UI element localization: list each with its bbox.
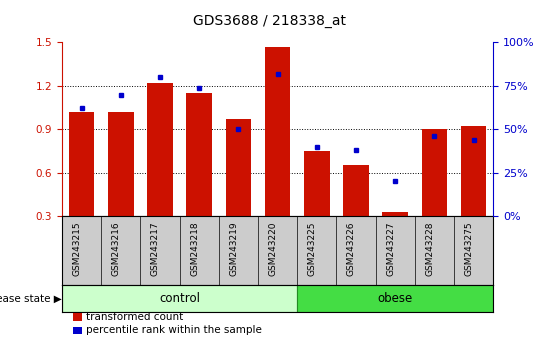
Bar bbox=[62, 285, 297, 312]
Bar bbox=[265, 47, 291, 216]
Text: GSM243275: GSM243275 bbox=[465, 222, 474, 276]
Bar bbox=[343, 165, 369, 216]
Text: GSM243227: GSM243227 bbox=[386, 222, 395, 276]
Bar bbox=[69, 112, 94, 216]
Text: GSM243215: GSM243215 bbox=[73, 222, 81, 276]
Bar bbox=[108, 112, 134, 216]
Text: GSM243218: GSM243218 bbox=[190, 222, 199, 276]
Text: GSM243217: GSM243217 bbox=[151, 222, 160, 276]
Text: GDS3688 / 218338_at: GDS3688 / 218338_at bbox=[193, 14, 346, 28]
Text: control: control bbox=[159, 292, 200, 305]
Text: GSM243219: GSM243219 bbox=[230, 222, 238, 276]
Bar bbox=[421, 129, 447, 216]
Text: obese: obese bbox=[377, 292, 413, 305]
Bar bbox=[186, 93, 212, 216]
Bar bbox=[461, 126, 486, 216]
Text: transformed count: transformed count bbox=[86, 312, 183, 322]
Bar bbox=[147, 83, 172, 216]
Text: GSM243228: GSM243228 bbox=[425, 222, 434, 276]
Bar bbox=[297, 285, 493, 312]
Text: GSM243226: GSM243226 bbox=[347, 222, 356, 276]
Text: GSM243220: GSM243220 bbox=[268, 222, 278, 276]
Text: GSM243216: GSM243216 bbox=[112, 222, 121, 276]
Text: GSM243225: GSM243225 bbox=[308, 222, 317, 276]
Bar bbox=[304, 151, 329, 216]
Bar bbox=[226, 119, 251, 216]
Text: disease state ▶: disease state ▶ bbox=[0, 294, 62, 304]
Bar bbox=[383, 212, 408, 216]
Text: percentile rank within the sample: percentile rank within the sample bbox=[86, 325, 261, 336]
